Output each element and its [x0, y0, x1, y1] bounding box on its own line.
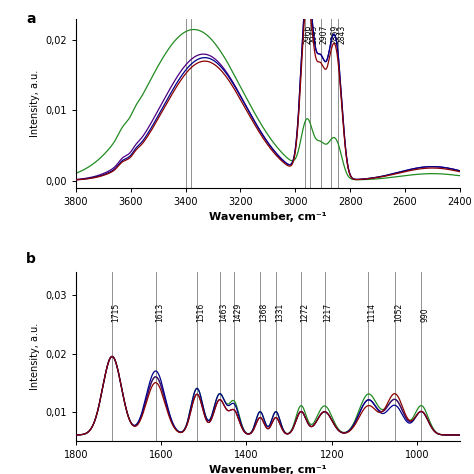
- Text: 1463: 1463: [219, 302, 228, 321]
- Y-axis label: Intensity, a.u.: Intensity, a.u.: [30, 323, 40, 390]
- Text: 1516: 1516: [196, 302, 205, 321]
- Text: 990: 990: [420, 307, 429, 321]
- X-axis label: Wavenumber, cm⁻¹: Wavenumber, cm⁻¹: [209, 212, 327, 222]
- X-axis label: Wavenumber, cm⁻¹: Wavenumber, cm⁻¹: [209, 465, 327, 474]
- Text: 2843: 2843: [337, 24, 346, 44]
- Text: 1114: 1114: [368, 302, 377, 321]
- Text: 2945: 2945: [310, 24, 319, 44]
- Text: 1613: 1613: [155, 302, 164, 321]
- Text: a: a: [26, 12, 36, 26]
- Text: 1368: 1368: [259, 302, 268, 321]
- Y-axis label: Intensity, a.u.: Intensity, a.u.: [30, 70, 40, 137]
- Text: 2907: 2907: [320, 24, 329, 44]
- Text: 1429: 1429: [233, 302, 242, 321]
- Text: b: b: [26, 252, 36, 266]
- Text: 2966: 2966: [304, 24, 313, 44]
- Text: 1052: 1052: [394, 302, 403, 321]
- Text: 1272: 1272: [300, 302, 309, 321]
- Text: 1715: 1715: [111, 302, 120, 321]
- Text: 1217: 1217: [324, 302, 333, 321]
- Text: 2869: 2869: [330, 24, 339, 44]
- Text: 1331: 1331: [275, 302, 284, 321]
